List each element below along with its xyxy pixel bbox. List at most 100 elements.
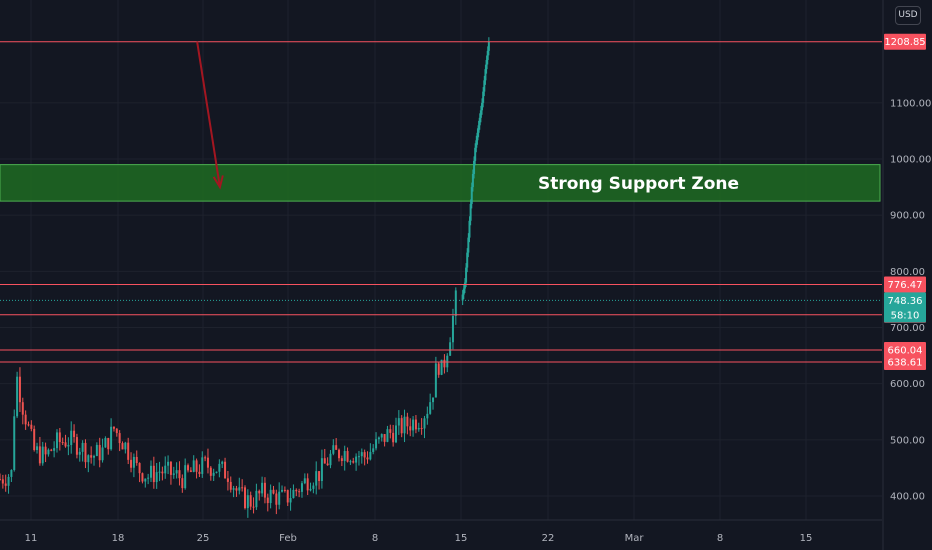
up-candle — [332, 445, 335, 454]
down-candle — [383, 434, 386, 442]
down-candle — [443, 359, 446, 368]
down-candle — [98, 444, 101, 461]
down-candle — [44, 446, 47, 455]
x-tick-label: 15 — [800, 533, 813, 544]
up-candle — [483, 80, 486, 92]
down-candle — [50, 449, 53, 451]
up-candle — [47, 449, 50, 455]
down-candle — [275, 493, 278, 505]
up-candle — [13, 416, 16, 470]
up-candle — [380, 434, 383, 438]
up-candle — [132, 456, 135, 468]
down-candle — [326, 463, 329, 466]
down-candle — [27, 424, 30, 426]
time-axis: 11 18 25 Feb 8 15 22 Mar 8 15 — [0, 519, 882, 544]
projection-arrow — [196, 41, 221, 188]
down-candle — [338, 449, 341, 459]
down-candle — [323, 458, 326, 464]
up-candle — [386, 429, 389, 442]
down-candle — [283, 489, 286, 491]
up-candle — [67, 444, 70, 447]
y-tick-label: 700.00 — [890, 323, 925, 334]
up-candle — [147, 477, 150, 479]
up-candle — [329, 453, 332, 466]
up-candle — [432, 397, 435, 403]
down-candle — [420, 427, 423, 429]
price-level-tag — [884, 276, 926, 293]
up-candle — [461, 294, 464, 301]
price-level-tag — [884, 353, 926, 370]
down-candle — [266, 497, 269, 504]
y-tick-label: 400.00 — [890, 492, 925, 503]
up-candle — [369, 451, 372, 460]
down-candle — [33, 428, 36, 451]
arrow-layer — [196, 41, 224, 190]
down-candle — [127, 442, 130, 460]
up-candle — [482, 91, 485, 103]
projection-arrow-head — [212, 175, 224, 190]
down-candle — [30, 424, 33, 429]
up-candle — [246, 495, 249, 509]
up-candle — [434, 363, 437, 398]
up-candle — [309, 488, 312, 491]
up-candle — [343, 451, 346, 462]
down-candle — [340, 458, 343, 462]
current-price-label: 748.36 — [888, 296, 923, 307]
up-candle — [355, 456, 358, 463]
price-level-tag-label: 660.04 — [888, 345, 923, 356]
up-candle — [312, 485, 315, 489]
up-candle — [462, 288, 465, 295]
up-candle — [269, 489, 272, 504]
up-candle — [101, 447, 104, 461]
down-candle — [58, 432, 61, 443]
price-levels-layer: 1208.85776.47722.59660.04638.61748.3658:… — [0, 33, 926, 370]
up-candle — [484, 69, 487, 81]
support-zone-label: Strong Support Zone — [538, 174, 739, 194]
up-candle — [155, 472, 158, 483]
up-candle — [184, 465, 187, 489]
up-candle — [192, 460, 195, 472]
down-candle — [187, 465, 190, 471]
down-candle — [409, 426, 412, 431]
down-candle — [318, 471, 321, 482]
up-candle — [104, 438, 107, 448]
down-candle — [295, 489, 298, 492]
y-tick-label: 900.00 — [890, 211, 925, 222]
down-candle — [335, 445, 338, 450]
up-candle — [81, 442, 84, 452]
down-candle — [90, 455, 93, 458]
support-zone — [0, 164, 881, 202]
up-candle — [87, 455, 90, 463]
up-candle — [397, 418, 400, 426]
down-candle — [298, 491, 301, 493]
current-price-tag — [884, 292, 926, 323]
price-level-tag — [884, 33, 926, 50]
down-candle — [263, 482, 266, 498]
up-candle — [149, 465, 152, 478]
up-candle — [238, 487, 241, 491]
up-candle — [221, 461, 224, 464]
up-candle — [463, 282, 466, 289]
up-candle — [16, 376, 19, 417]
up-candle — [477, 125, 480, 133]
up-candle — [466, 252, 469, 268]
down-candle — [198, 471, 201, 474]
down-candle — [169, 461, 172, 475]
down-candle — [306, 478, 309, 491]
up-candle — [487, 41, 490, 51]
down-candle — [135, 456, 138, 464]
currency-button[interactable]: USD — [895, 6, 921, 25]
down-candle — [346, 451, 349, 462]
down-candle — [249, 495, 252, 507]
up-candle — [449, 342, 452, 356]
x-tick-label: 22 — [542, 533, 555, 544]
up-candle — [70, 430, 73, 445]
candles-layer — [0, 37, 490, 518]
down-candle — [258, 490, 261, 494]
up-candle — [429, 402, 432, 414]
down-candle — [73, 430, 76, 438]
down-candle — [121, 443, 124, 450]
support-zone-layer: Strong Support Zone — [0, 164, 881, 202]
down-candle — [204, 457, 207, 459]
